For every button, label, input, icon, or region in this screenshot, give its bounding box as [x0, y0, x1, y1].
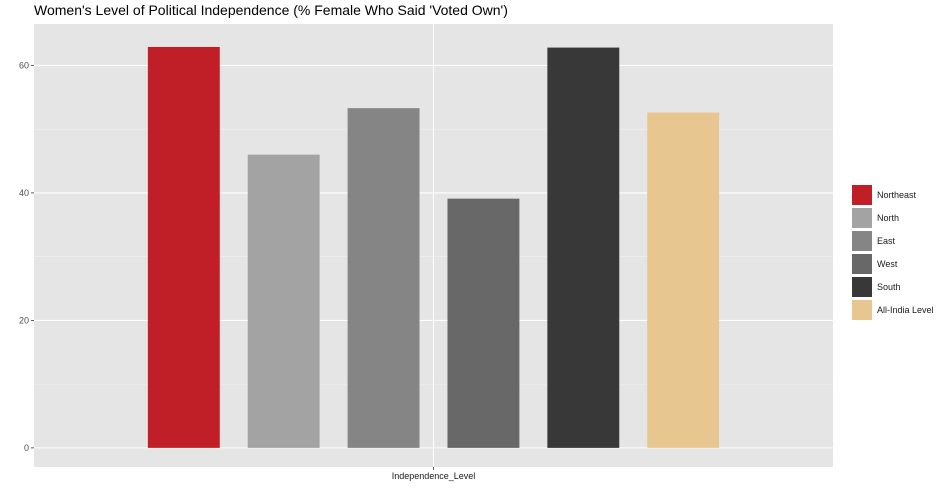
- legend-label: All-India Level: [877, 304, 934, 315]
- legend-swatch: [851, 229, 873, 252]
- y-tick-label: 20: [19, 315, 29, 325]
- axes: 0 20 40 60: [19, 60, 434, 470]
- bar-northeast: [147, 46, 220, 448]
- bar-south: [547, 47, 620, 448]
- legend-item-west: West: [851, 252, 934, 275]
- chart-title: Women's Level of Political Independence …: [34, 2, 508, 18]
- legend-label: Northeast: [877, 189, 917, 200]
- legend-item-north: North: [851, 206, 934, 229]
- legend-item-northeast: Northeast: [851, 183, 934, 206]
- y-tick-label: 40: [19, 188, 29, 198]
- y-tick-label: 0: [24, 443, 29, 453]
- legend-label: West: [877, 258, 898, 269]
- x-axis-title: Independence_Level: [392, 471, 476, 481]
- legend-label: East: [877, 235, 896, 246]
- bar-all-india-level: [647, 112, 720, 448]
- bar-group: [147, 46, 720, 448]
- legend-swatch: [851, 183, 873, 206]
- legend-swatch: [851, 298, 873, 321]
- bar-north: [247, 154, 320, 448]
- bar-east: [347, 108, 420, 448]
- y-tick-label: 60: [19, 60, 29, 70]
- legend: Northeast North East West South All-India Lev…: [851, 183, 934, 321]
- legend-label: North: [877, 212, 900, 223]
- bar-west: [447, 198, 520, 448]
- legend-label: South: [877, 281, 901, 292]
- legend-swatch: [851, 252, 873, 275]
- legend-item-east: East: [851, 229, 934, 252]
- legend-item-south: South: [851, 275, 934, 298]
- legend-swatch: [851, 206, 873, 229]
- legend-item-all-india-level: All-India Level: [851, 298, 934, 321]
- legend-swatch: [851, 275, 873, 298]
